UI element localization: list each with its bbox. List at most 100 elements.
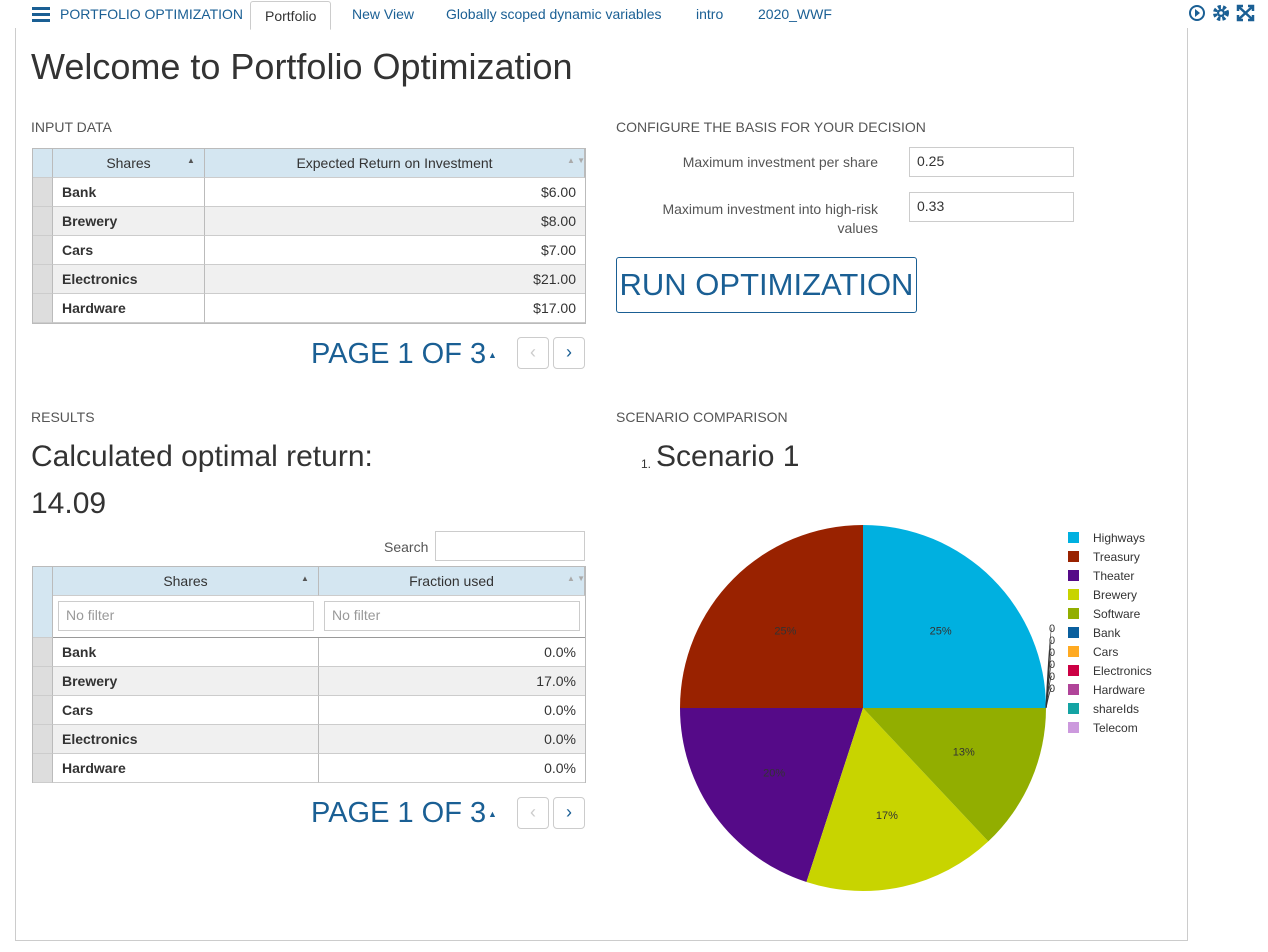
column-header[interactable]: Expected Return on Investment xyxy=(205,149,585,178)
cell: 0.0% xyxy=(319,725,585,754)
legend-label: Hardware xyxy=(1093,683,1145,697)
row-header xyxy=(33,667,53,696)
search-label: Search xyxy=(384,539,429,555)
cell: $21.00 xyxy=(205,265,585,294)
legend-swatch xyxy=(1068,627,1079,638)
slice-label: 13% xyxy=(953,747,975,759)
result-value: 14.09 xyxy=(31,487,107,520)
text-input[interactable]: 0.25 xyxy=(909,147,1074,177)
legend-swatch xyxy=(1068,608,1079,619)
pie-chart: 25%25%20%17%13%0%0%0%0%0%0%HighwaysTreas… xyxy=(680,520,1180,891)
cell: 0.0% xyxy=(319,638,585,667)
legend-label: Highways xyxy=(1093,531,1145,545)
column-header[interactable]: Fraction used xyxy=(319,567,585,596)
tab[interactable]: intro xyxy=(696,6,724,22)
sort-icon[interactable]: ▲ ▼ xyxy=(567,574,586,583)
row-header xyxy=(33,696,53,725)
cell: Hardware xyxy=(53,294,205,323)
menu-icon[interactable] xyxy=(32,6,52,22)
run-button[interactable]: RUN OPTIMIZATION xyxy=(616,257,917,313)
legend-swatch xyxy=(1068,684,1079,695)
legend-swatch xyxy=(1068,532,1079,543)
pie-slice xyxy=(863,708,1046,842)
row-header xyxy=(33,725,53,754)
legend-label: Software xyxy=(1093,607,1141,621)
divider xyxy=(53,637,585,638)
caret[interactable]: ▲ xyxy=(488,350,497,360)
scenario-name: Scenario 1 xyxy=(656,440,800,473)
pagination-label[interactable]: PAGE 1 OF 3 xyxy=(311,797,487,829)
text-input[interactable]: 0.33 xyxy=(909,192,1074,222)
cell: Electronics xyxy=(53,265,205,294)
fullscreen-icon[interactable] xyxy=(1236,4,1255,22)
cell: Electronics xyxy=(53,725,319,754)
cell: 0.0% xyxy=(319,696,585,725)
results-table: Shares ▲ No filter Fraction used ▲ ▼ No filte… xyxy=(32,566,586,783)
legend-swatch xyxy=(1068,646,1079,657)
slice-label: 20% xyxy=(763,768,785,780)
legend-label: shareIds xyxy=(1093,702,1139,716)
filter-input[interactable]: No filter xyxy=(324,601,580,631)
cell: 0.0% xyxy=(319,754,585,783)
toolbar-icons xyxy=(1189,4,1255,22)
section-title: SCENARIO COMPARISON xyxy=(616,409,788,425)
pie-slice xyxy=(680,708,863,883)
run-icon[interactable] xyxy=(1189,5,1205,21)
cell: $8.00 xyxy=(205,207,585,236)
legend-swatch xyxy=(1068,551,1079,562)
legend-label: Cars xyxy=(1093,645,1118,659)
cell: $7.00 xyxy=(205,236,585,265)
legend-label: Telecom xyxy=(1093,721,1138,735)
sort-icon[interactable]: ▲ xyxy=(187,156,195,165)
legend-swatch xyxy=(1068,589,1079,600)
search-input[interactable] xyxy=(435,531,585,561)
legend-swatch xyxy=(1068,570,1079,581)
cell: Cars xyxy=(53,696,319,725)
result-headline: Calculated optimal return: xyxy=(31,440,373,473)
list-number: 1. xyxy=(641,457,652,471)
caret[interactable]: ▲ xyxy=(488,809,497,819)
row-header xyxy=(33,207,53,236)
pie-slice xyxy=(806,708,989,891)
cell: Bank xyxy=(53,638,319,667)
cell: $6.00 xyxy=(205,178,585,207)
cell: Brewery xyxy=(53,667,319,696)
app-title[interactable]: PORTFOLIO OPTIMIZATION xyxy=(60,6,244,22)
field-label: Maximum investment per share xyxy=(682,154,878,170)
legend-label: Bank xyxy=(1093,626,1121,640)
leader-line xyxy=(1045,687,1053,709)
sort-icon[interactable]: ▲ xyxy=(301,574,309,583)
tab[interactable]: Globally scoped dynamic variables xyxy=(446,6,662,22)
settings-icon[interactable] xyxy=(1213,5,1229,21)
tab[interactable]: Portfolio xyxy=(250,1,332,30)
row-header xyxy=(33,638,53,667)
row-header xyxy=(33,178,53,207)
field-label: Maximum investment into high-risk values xyxy=(662,201,878,236)
tab[interactable]: 2020_WWF xyxy=(758,6,832,22)
row-header xyxy=(33,754,53,783)
legend-swatch xyxy=(1068,703,1079,714)
filter-input[interactable]: No filter xyxy=(58,601,314,631)
pagination-label[interactable]: PAGE 1 OF 3 xyxy=(311,338,487,370)
section-title: CONFIGURE THE BASIS FOR YOUR DECISION xyxy=(616,119,926,135)
tab[interactable]: New View xyxy=(352,6,414,22)
cell: Brewery xyxy=(53,207,205,236)
cell: 17.0% xyxy=(319,667,585,696)
slice-label: 25% xyxy=(930,625,952,637)
column-header[interactable]: Shares xyxy=(53,149,205,178)
prev-page-button[interactable]: ‹ xyxy=(517,797,549,829)
sort-icon[interactable]: ▲ ▼ xyxy=(567,156,586,165)
row-header xyxy=(33,265,53,294)
slice-label: 17% xyxy=(876,810,898,822)
legend-label: Treasury xyxy=(1093,550,1140,564)
column-header[interactable]: Shares xyxy=(53,567,319,596)
row-header xyxy=(33,236,53,265)
next-page-button[interactable]: › xyxy=(553,797,585,829)
pie-slice xyxy=(863,525,1046,708)
prev-page-button[interactable]: ‹ xyxy=(517,337,549,369)
next-page-button[interactable]: › xyxy=(553,337,585,369)
legend-swatch xyxy=(1068,665,1079,676)
row-header xyxy=(33,294,53,323)
input-table: Shares ▲ Expected Return on Investment ▲ ▼ B… xyxy=(32,148,586,324)
